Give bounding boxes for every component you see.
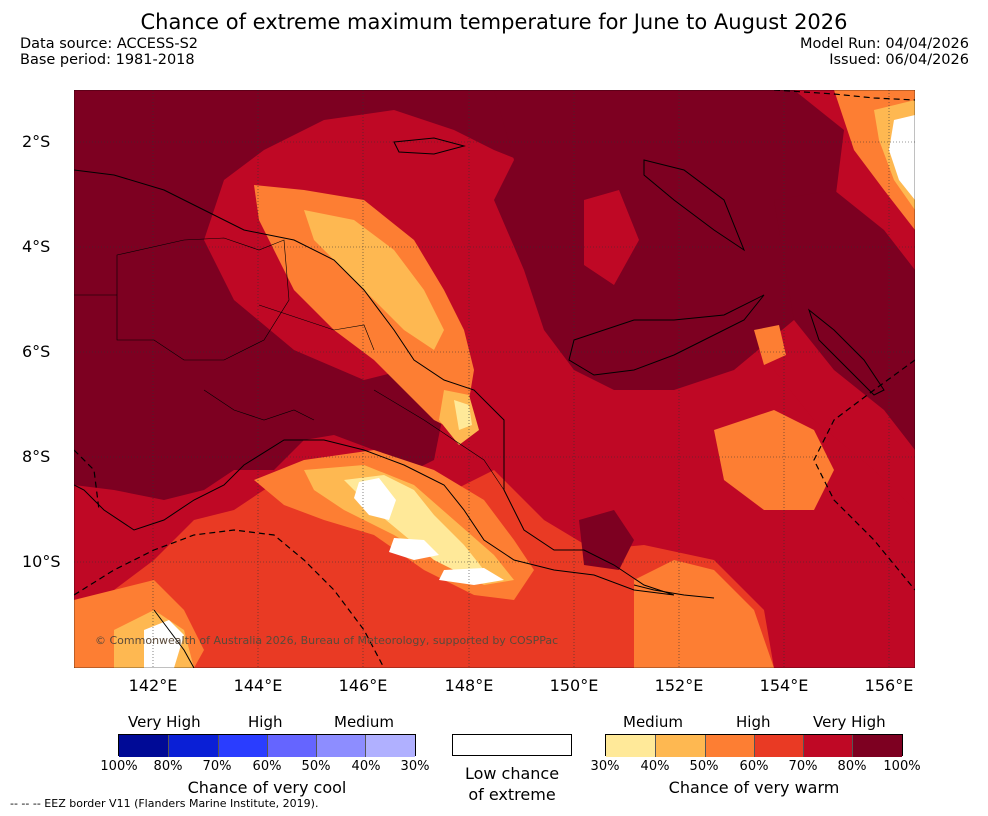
zone-70-80-pocket — [584, 190, 639, 285]
lat-label-8s: 8°S — [22, 447, 51, 466]
warm-swatch-70-80 — [804, 735, 853, 757]
warm-swatch-60-70 — [755, 735, 804, 757]
warm-tick-40: 40% — [640, 759, 670, 774]
cool-tick-100: 100% — [100, 759, 138, 774]
cool-swatch-80-100 — [119, 735, 169, 757]
warm-tick-60: 60% — [739, 759, 769, 774]
lon-label-154e: 154°E — [759, 676, 809, 695]
manus-island — [393, 137, 466, 155]
cool-swatch-30-40 — [366, 735, 415, 757]
zone-80-100-east — [774, 190, 915, 450]
low-chance-swatch — [452, 734, 572, 756]
base-period: Base period: 1981-2018 — [20, 52, 195, 68]
zone-50-60-east-small — [754, 325, 786, 365]
warm-colorbar — [605, 734, 903, 757]
new-britain-island — [568, 294, 765, 376]
eez-footnote: -- -- -- EEZ border V11 (Flanders Marine… — [10, 797, 319, 810]
copyright-notice: © Commonwealth of Australia 2026, Bureau… — [95, 634, 559, 647]
new-ireland-island — [643, 159, 746, 252]
warm-swatch-40-50 — [656, 735, 706, 757]
map-title: Chance of extreme maximum temperature fo… — [140, 10, 848, 34]
louisiade-islands — [633, 584, 715, 599]
lat-label-10s: 10°S — [22, 552, 61, 571]
warm-caption: Chance of very warm — [668, 778, 840, 797]
cool-tick-80: 80% — [153, 759, 183, 774]
zone-low-chance-2 — [389, 538, 439, 560]
lon-label-142e: 142°E — [128, 676, 178, 695]
warm-swatch-80-100 — [853, 735, 902, 757]
cool-tick-60: 60% — [252, 759, 282, 774]
warm-tick-70: 70% — [788, 759, 818, 774]
data-source: Data source: ACCESS-S2 — [20, 36, 199, 52]
zone-30-40-pocket — [454, 400, 472, 430]
zone-80-100-north — [494, 90, 844, 390]
lon-label-156e: 156°E — [864, 676, 914, 695]
lat-label-4s: 4°S — [22, 237, 51, 256]
issued-date: Issued: 06/04/2026 — [829, 52, 969, 68]
low-chance-caption-line1: Low chance — [464, 764, 560, 783]
lon-label-152e: 152°E — [654, 676, 704, 695]
zone-low-chance-5 — [144, 620, 184, 668]
eez-borders — [74, 90, 915, 668]
cool-colorbar — [118, 734, 416, 757]
zone-low-chance-4 — [889, 115, 915, 200]
zone-50-60-central — [254, 185, 474, 430]
cool-caption: Chance of very cool — [187, 778, 347, 797]
warm-tick-80: 80% — [837, 759, 867, 774]
warm-level-medium: Medium — [623, 713, 683, 731]
zone-50-60-southeast — [634, 560, 774, 668]
warm-tick-100: 100% — [883, 759, 921, 774]
lon-label-144e: 144°E — [233, 676, 283, 695]
cool-swatch-70-80 — [169, 735, 219, 757]
zone-50-60-east — [714, 410, 834, 510]
lon-label-150e: 150°E — [549, 676, 599, 695]
zone-80-100-isle — [579, 510, 634, 570]
low-chance-caption-line2: of extreme — [468, 785, 556, 804]
coastlines — [74, 137, 885, 668]
warm-level-high: High — [736, 713, 771, 731]
warm-level-very-high: Very High — [813, 713, 886, 731]
lat-label-6s: 6°S — [22, 342, 51, 361]
lat-label-2s: 2°S — [22, 132, 51, 151]
warm-tick-50: 50% — [689, 759, 719, 774]
graticule — [74, 90, 915, 668]
cool-swatch-40-50 — [317, 735, 366, 757]
new-guinea-north-coast — [74, 169, 675, 596]
model-run: Model Run: 04/04/2026 — [799, 36, 969, 52]
cool-tick-40: 40% — [351, 759, 381, 774]
zone-40-50-central — [304, 210, 444, 350]
cool-level-high: High — [248, 713, 283, 731]
warm-level-labels: Medium High Very High — [605, 713, 903, 733]
cool-level-labels: Very High High Medium — [118, 713, 416, 733]
cool-tick-30: 30% — [400, 759, 430, 774]
warm-swatch-30-40 — [606, 735, 656, 757]
temperature-probability-map — [74, 90, 915, 668]
lon-label-148e: 148°E — [444, 676, 494, 695]
warm-swatch-50-60 — [706, 735, 755, 757]
province-boundaries — [74, 237, 505, 491]
cool-tick-70: 70% — [202, 759, 232, 774]
cape-york-coast — [153, 609, 195, 668]
cool-level-medium: Medium — [334, 713, 394, 731]
cool-tick-50: 50% — [301, 759, 331, 774]
zone-80-100-west — [74, 90, 554, 500]
lon-label-146e: 146°E — [338, 676, 388, 695]
zone-low-chance-1 — [354, 478, 396, 520]
zone-low-chance-3 — [439, 568, 504, 585]
cool-swatch-60-70 — [219, 735, 268, 757]
bougainville-island — [807, 308, 885, 396]
zone-70-80-east — [774, 290, 915, 510]
cool-swatch-50-60 — [268, 735, 317, 757]
warm-tick-30: 30% — [590, 759, 620, 774]
cool-level-very-high: Very High — [128, 713, 201, 731]
